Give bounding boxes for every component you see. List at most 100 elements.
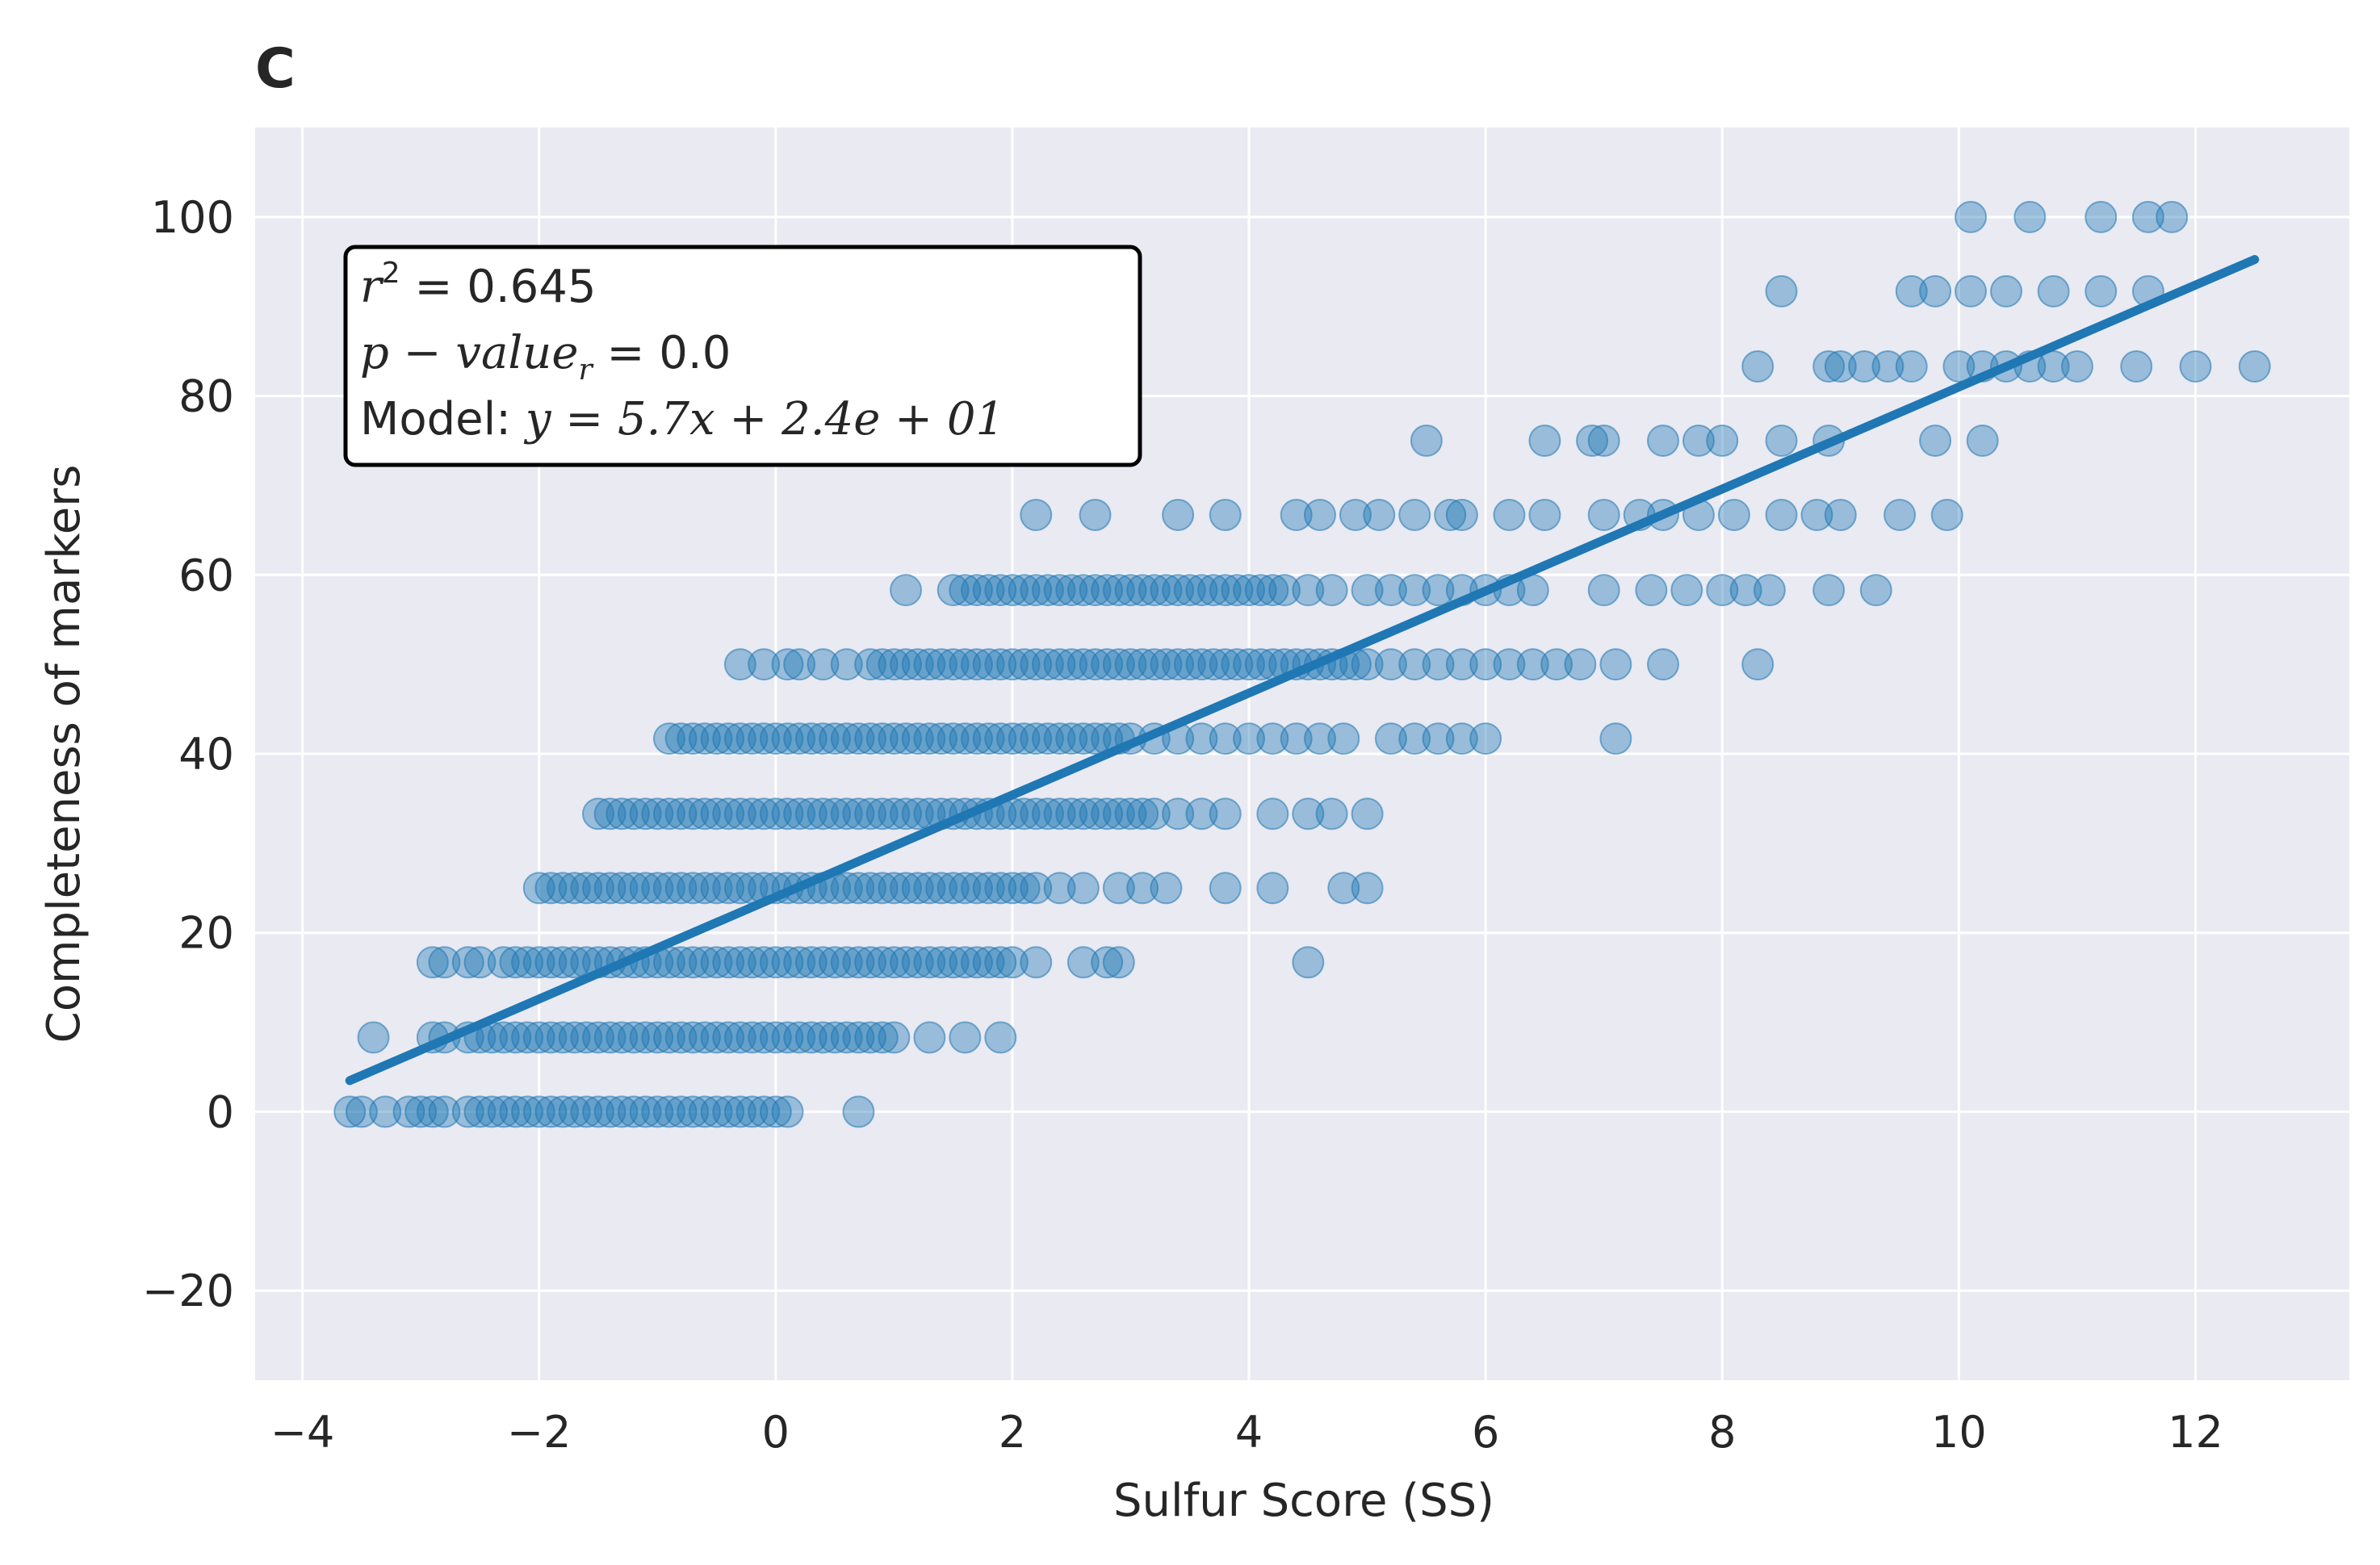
data-point <box>629 797 662 831</box>
data-point <box>1126 574 1159 607</box>
data-point <box>1114 648 1147 681</box>
data-point <box>1020 574 1053 607</box>
data-point <box>664 1095 698 1128</box>
data-point <box>1008 872 1041 905</box>
data-point <box>1895 349 1928 383</box>
data-point <box>1233 722 1266 755</box>
data-point <box>369 1095 402 1128</box>
data-point <box>949 946 982 979</box>
data-point <box>1173 648 1206 681</box>
data-point <box>1599 648 1632 681</box>
data-point <box>1895 274 1928 308</box>
data-point <box>1102 574 1135 607</box>
data-point <box>830 797 863 831</box>
data-point <box>476 1095 509 1128</box>
data-point <box>547 1021 580 1054</box>
data-point <box>1989 274 2022 308</box>
r2-value: = 0.645 <box>400 261 597 313</box>
data-point <box>735 797 769 831</box>
data-point <box>617 872 650 905</box>
data-point <box>735 1021 769 1054</box>
data-point <box>972 722 1005 755</box>
data-point <box>960 946 993 979</box>
data-point <box>629 872 662 905</box>
data-point <box>511 1095 544 1128</box>
data-point <box>664 797 698 831</box>
data-point <box>1091 648 1124 681</box>
data-point <box>1138 648 1171 681</box>
y-tick-label: 0 <box>207 1086 234 1137</box>
data-point <box>1812 574 1846 607</box>
data-point <box>735 946 769 979</box>
data-point <box>890 797 923 831</box>
data-point <box>677 872 710 905</box>
data-point <box>1765 425 1798 457</box>
data-point <box>664 1021 698 1054</box>
data-point <box>1150 574 1183 607</box>
data-point <box>807 722 840 755</box>
data-point <box>1066 648 1100 681</box>
data-point <box>1445 722 1478 755</box>
data-point <box>2085 200 2118 233</box>
data-point <box>428 946 461 979</box>
data-point <box>1079 722 1112 755</box>
y-tick-label: −20 <box>142 1266 234 1316</box>
data-point <box>605 797 639 831</box>
data-point <box>522 1095 555 1128</box>
x-tick-label: −4 <box>270 1407 335 1458</box>
data-point <box>723 872 756 905</box>
data-point <box>1138 797 1171 831</box>
data-point <box>1303 722 1336 755</box>
data-point <box>901 797 934 831</box>
x-tick-label: 0 <box>762 1407 790 1458</box>
data-point <box>783 648 816 681</box>
data-point <box>830 722 863 755</box>
annotation-frame <box>343 245 1142 467</box>
data-point <box>1410 425 1443 457</box>
data-point <box>901 648 934 681</box>
data-point <box>913 648 946 681</box>
data-point <box>960 648 993 681</box>
data-point <box>451 946 484 979</box>
data-point <box>972 872 1005 905</box>
data-point <box>735 1095 769 1128</box>
data-point <box>1256 797 1289 831</box>
data-point <box>1150 648 1183 681</box>
data-point <box>890 722 923 755</box>
data-point <box>1339 499 1372 532</box>
data-point <box>1066 946 1100 979</box>
data-point <box>925 872 958 905</box>
data-point <box>617 1095 650 1128</box>
data-point <box>842 1095 875 1128</box>
data-point <box>1942 349 1976 383</box>
data-point <box>1079 797 1112 831</box>
data-point <box>1126 648 1159 681</box>
data-point <box>1351 648 1384 681</box>
data-point <box>1919 425 1952 457</box>
data-point <box>865 648 899 681</box>
data-point <box>605 872 639 905</box>
data-point <box>865 722 899 755</box>
data-point <box>1493 648 1526 681</box>
data-point <box>1185 574 1218 607</box>
data-point <box>1066 574 1100 607</box>
data-point <box>404 1095 438 1128</box>
data-point <box>1469 648 1502 681</box>
data-point <box>1930 499 1963 532</box>
data-point <box>854 797 887 831</box>
data-point <box>1079 574 1112 607</box>
data-point <box>1055 797 1088 831</box>
data-point <box>700 1095 733 1128</box>
data-point <box>783 797 816 831</box>
data-point <box>1824 499 1857 532</box>
data-point <box>582 1095 615 1128</box>
data-point <box>1315 574 1348 607</box>
data-point <box>1493 499 1526 532</box>
data-point <box>487 946 520 979</box>
data-point <box>854 872 887 905</box>
data-point <box>712 722 745 755</box>
data-point <box>972 574 1005 607</box>
data-point <box>1031 648 1064 681</box>
data-point <box>723 722 756 755</box>
data-point <box>2013 200 2047 233</box>
